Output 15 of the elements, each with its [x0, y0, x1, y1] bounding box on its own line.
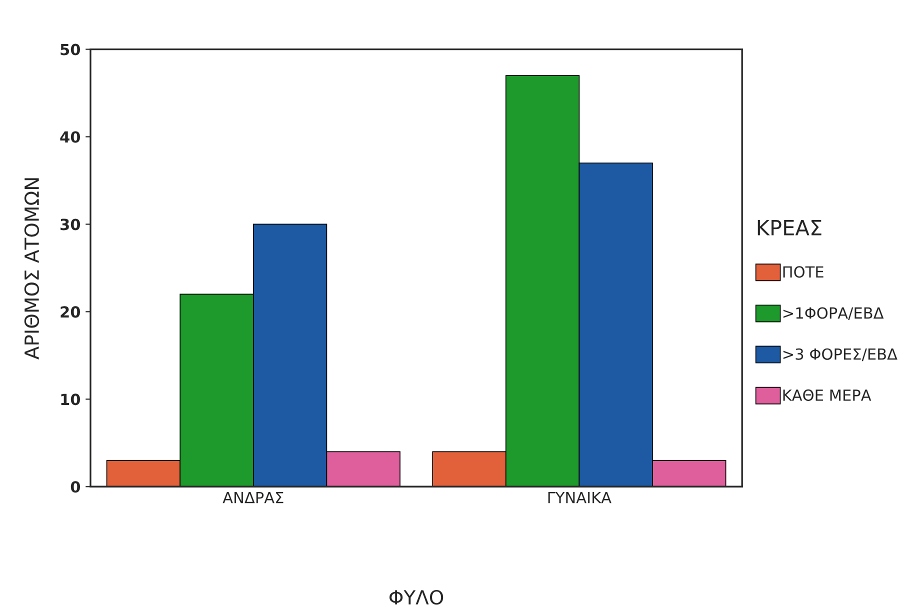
y-tick-label: 50 [60, 44, 80, 56]
x-tick-label: ΓΥΝΑΙΚΑ [548, 492, 612, 504]
legend-label: >3 ΦΟΡΕΣ/ΕΒΔ [783, 348, 898, 362]
y-tick-label: 0 [70, 481, 80, 493]
y-tick-label: 10 [61, 394, 80, 406]
y-tick-label: 40 [60, 131, 80, 143]
y-tick-label: 20 [60, 306, 80, 318]
legend-title: ΚΡΕΑΣ [758, 220, 822, 236]
legend-label: >1ΦΟΡΑ/ΕΒΔ [783, 307, 884, 320]
y-tick-label: 30 [60, 218, 80, 230]
legend-label: ΚΑΘΕ ΜΕΡΑ [783, 389, 872, 401]
x-tick-label: ΑΝΔΡΑΣ [222, 492, 284, 504]
y-axis-title: ΑΡΙΘΜΟΣ ΑΤΟΜΩΝ [24, 178, 40, 360]
legend-label: ΠΟΤΕ [783, 266, 824, 278]
x-axis-title: ΦΥΛΟ [389, 590, 444, 605]
